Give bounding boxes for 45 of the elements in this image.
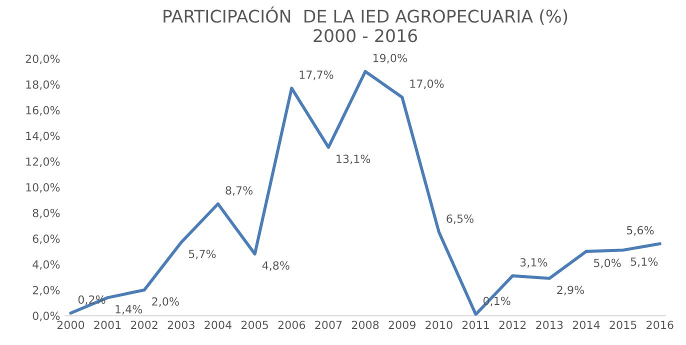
data-label: 2,9% bbox=[557, 286, 584, 296]
x-tick-label: 2000 bbox=[57, 320, 84, 330]
x-tick-label: 2013 bbox=[536, 320, 563, 330]
data-label: 5,7% bbox=[188, 250, 216, 260]
x-tick-label: 2014 bbox=[572, 320, 600, 330]
y-tick-label: 4,0% bbox=[32, 260, 60, 270]
y-tick-label: 20,0% bbox=[26, 54, 60, 64]
x-tick-label: 2015 bbox=[610, 320, 636, 330]
data-label: 5,1% bbox=[630, 257, 658, 267]
x-tick-label: 2003 bbox=[168, 320, 194, 330]
y-tick-label: 10,0% bbox=[26, 183, 60, 193]
y-tick-label: 16,0% bbox=[26, 106, 60, 116]
data-label: 19,0% bbox=[373, 54, 407, 64]
data-label: 3,1% bbox=[520, 258, 548, 268]
data-label: 5,6% bbox=[626, 226, 654, 236]
y-tick-label: 2,0% bbox=[32, 286, 60, 296]
x-tick-label: 2010 bbox=[426, 320, 452, 330]
x-tick-label: 2009 bbox=[388, 320, 416, 330]
data-label: 4,8% bbox=[262, 261, 290, 271]
y-tick-label: 8,0% bbox=[32, 208, 60, 218]
y-tick-label: 0,0% bbox=[32, 312, 60, 322]
x-tick-label: 2006 bbox=[278, 320, 306, 330]
x-tick-label: 2004 bbox=[204, 320, 232, 330]
x-tick-label: 2016 bbox=[646, 320, 674, 330]
data-label: 2,0% bbox=[152, 297, 179, 307]
line-series bbox=[69, 70, 662, 316]
x-tick-label: 2002 bbox=[131, 320, 158, 330]
data-label: 6,5% bbox=[446, 214, 474, 224]
x-tick-label: 2008 bbox=[352, 320, 379, 330]
y-tick-label: 14,0% bbox=[26, 132, 60, 142]
y-tick-label: 6,0% bbox=[32, 234, 60, 244]
chart-title: PARTICIPACIÓN DE LA IED AGROPECUARIA (%) 2000 - 2016 bbox=[164, 6, 568, 42]
data-label: 17,0% bbox=[410, 80, 444, 90]
data-label: 1,4% bbox=[116, 305, 142, 315]
data-label: 5,0% bbox=[594, 258, 621, 268]
x-tick-label: 2011 bbox=[462, 320, 489, 330]
x-tick-label: 2012 bbox=[499, 320, 526, 330]
data-label: 13,1% bbox=[336, 154, 370, 164]
y-tick-label: 12,0% bbox=[26, 157, 60, 167]
x-tick-label: 2007 bbox=[315, 320, 342, 330]
x-tick-label: 2005 bbox=[241, 320, 268, 330]
data-label: 8,7% bbox=[226, 186, 253, 196]
x-tick-label: 2001 bbox=[94, 320, 121, 330]
y-tick-label: 18,0% bbox=[26, 80, 60, 90]
data-label: 17,7% bbox=[300, 70, 334, 80]
